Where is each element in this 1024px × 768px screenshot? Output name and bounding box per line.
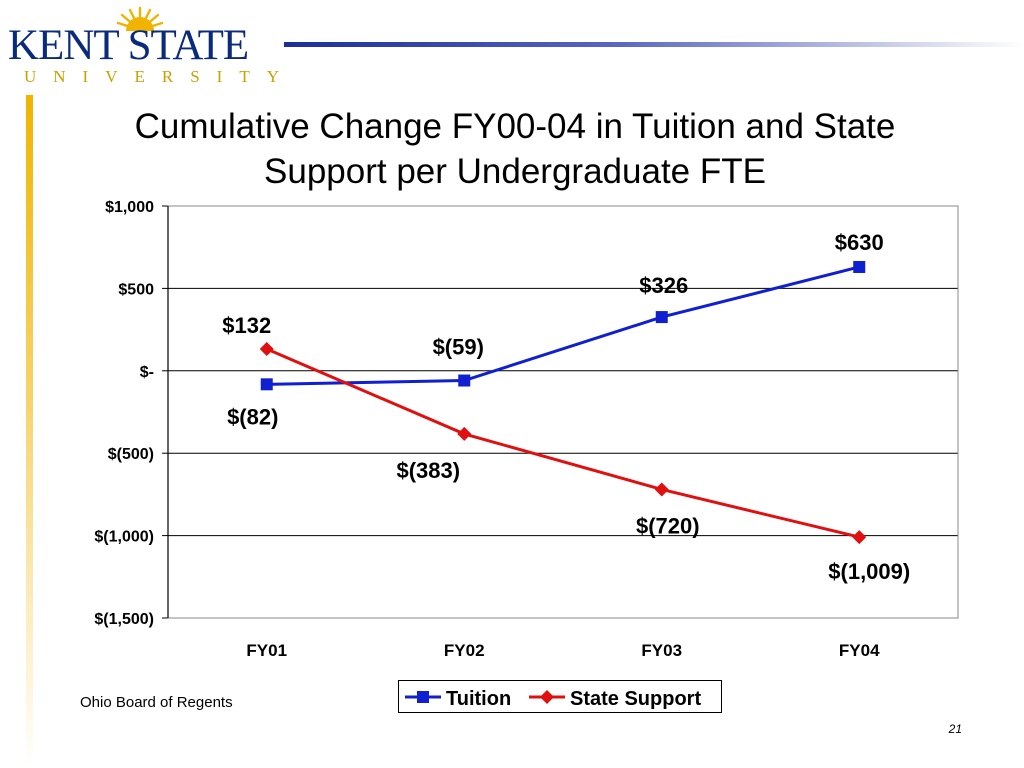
data-label: $132: [222, 313, 271, 338]
data-label: $630: [835, 230, 884, 255]
data-label: $(1,009): [828, 559, 910, 584]
plot-area: [167, 205, 959, 619]
y-tick-label: $1,000: [105, 199, 154, 216]
series-line-tuition: [266, 265, 860, 386]
x-tick-label: FY04: [839, 641, 880, 660]
data-label: $326: [639, 273, 688, 298]
left-accent-bar: [26, 95, 33, 768]
x-tick-label: FY02: [444, 641, 485, 660]
slide-title-line-2: Support per Undergraduate FTE: [264, 152, 766, 191]
data-point: [853, 260, 866, 273]
data-point: [457, 426, 472, 441]
data-point: [655, 311, 668, 324]
sun-emblem-icon: [116, 6, 164, 32]
y-tick-label: $(500): [108, 446, 154, 463]
header-rule: [284, 42, 1024, 47]
data-point: [458, 374, 471, 387]
legend-tuition-marker: [417, 691, 429, 703]
data-point: [852, 530, 867, 545]
data-point: [260, 378, 273, 391]
y-tick-label: $(1,000): [94, 529, 154, 546]
chart-legend: Tuition State Support: [398, 680, 722, 713]
logo-subtext: UNIVERSITY: [24, 67, 296, 86]
legend-tuition-label: Tuition: [446, 688, 511, 710]
data-label: $(82): [227, 404, 278, 429]
slide-title-line-1: Cumulative Change FY00-04 in Tuition and…: [134, 107, 896, 146]
data-label: $(720): [636, 513, 700, 538]
logo-wordmark: KENT STATE: [8, 22, 249, 69]
legend-state-support-marker: [540, 690, 554, 704]
y-tick-label: $-: [140, 364, 154, 381]
x-tick-label: FY01: [246, 641, 287, 660]
slide-title: Cumulative Change FY00-04 in Tuition and…: [60, 104, 970, 194]
source-note: Ohio Board of Regents: [80, 694, 233, 711]
x-tick-label: FY03: [641, 641, 682, 660]
data-point: [654, 482, 669, 497]
page-number: 21: [948, 722, 962, 736]
data-label: $(59): [433, 335, 484, 360]
legend-state-support-label: State Support: [570, 688, 701, 710]
y-tick-label: $(1,500): [94, 611, 154, 628]
data-label: $(383): [396, 458, 460, 483]
data-point: [259, 342, 274, 357]
y-tick-label: $500: [118, 281, 154, 298]
series-line-state-support: [266, 347, 860, 539]
kent-state-logo: KENT STATE UNIVERSITY: [0, 0, 290, 95]
